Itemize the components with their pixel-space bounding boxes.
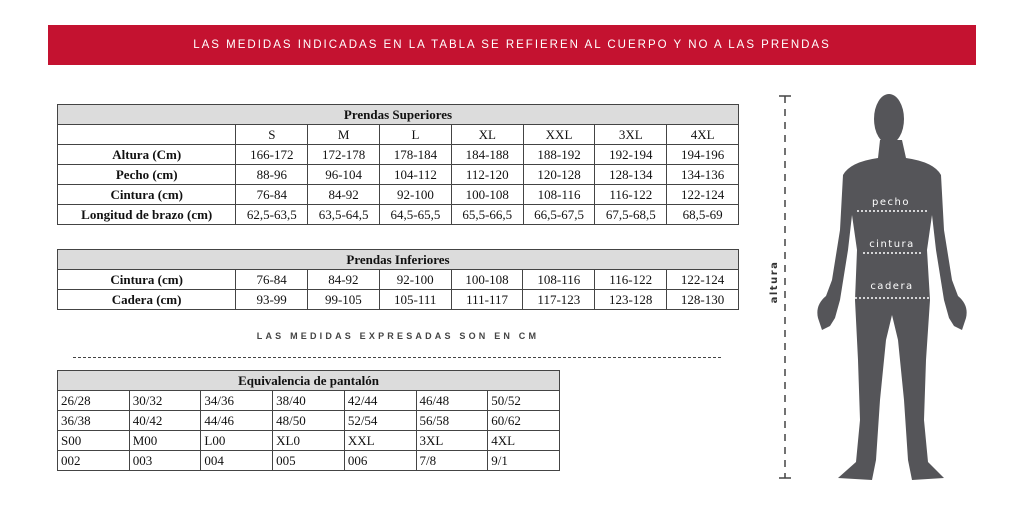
table-cell: 100-108 — [450, 184, 524, 205]
table-row: Longitud de brazo (cm) 62,5-63,5 63,5-64,5… — [56, 204, 739, 225]
table-title: Prendas Inferiores — [57, 249, 739, 270]
table-cell: 003 — [128, 450, 202, 471]
table-cell: 62,5-63,5 — [235, 204, 309, 225]
row-label: Longitud de brazo (cm) — [56, 204, 237, 225]
size-header: 3XL — [594, 124, 668, 145]
table-cell: 122-124 — [666, 184, 739, 205]
table-title: Equivalencia de pantalón — [57, 370, 560, 391]
table-cell: 66,5-67,5 — [522, 204, 596, 225]
table-cell: 56/58 — [415, 410, 489, 431]
units-note: LAS MEDIDAS EXPRESADAS SON EN CM — [256, 331, 540, 341]
table-cell: 123-128 — [594, 289, 668, 310]
table-cell: XXL — [343, 430, 417, 451]
table-cell: 002 — [57, 450, 130, 471]
table-cell: 48/50 — [272, 410, 345, 431]
pants-equivalence-table: Equivalencia de pantalón 26/28 30/32 34/36 3… — [57, 370, 560, 471]
banner: LAS MEDIDAS INDICADAS EN LA TABLA SE REF… — [48, 25, 976, 65]
table-cell: 006 — [343, 450, 417, 471]
table-cell: 178-184 — [379, 144, 452, 165]
cadera-label: cadera — [870, 281, 913, 292]
measure-lines — [855, 210, 930, 299]
pecho-label: pecho — [872, 197, 910, 208]
table-cell: 184-188 — [450, 144, 524, 165]
table-cell: 99-105 — [307, 289, 380, 310]
table-cell: 004 — [200, 450, 274, 471]
table-cell: XL0 — [272, 430, 345, 451]
lower-garments-table: Prendas Inferiores Cintura (cm) 76-84 84-92… — [56, 249, 739, 310]
dashed-divider — [73, 357, 721, 358]
table-cell: 67,5-68,5 — [594, 204, 668, 225]
table-cell: 128-130 — [666, 289, 739, 310]
table-cell: 96-104 — [307, 164, 381, 185]
table-cell: 65,5-66,5 — [450, 204, 524, 225]
table-row: Cintura (cm) 76-84 84-92 92-100 100-108 108-1… — [56, 184, 739, 205]
table-cell: 005 — [272, 450, 345, 471]
table-cell: 192-194 — [594, 144, 668, 165]
cintura-label: cintura — [869, 239, 915, 250]
table-cell: 194-196 — [666, 144, 739, 165]
table-cell: 122-124 — [666, 269, 739, 290]
table-cell: 92-100 — [379, 184, 452, 205]
table-row: Cadera (cm) 93-99 99-105 105-111 111-117 117-… — [56, 289, 739, 310]
height-measure-line — [779, 95, 791, 479]
table-cell: 112-120 — [450, 164, 524, 185]
table-cell: 84-92 — [307, 184, 381, 205]
table-cell: 4XL — [487, 430, 560, 451]
table-cell: 30/32 — [128, 390, 202, 411]
silhouette — [817, 94, 967, 480]
table-cell: 108-116 — [522, 269, 596, 290]
title-row: Prendas Inferiores — [57, 249, 739, 270]
table-cell: 111-117 — [450, 289, 524, 310]
table-row: 002 003 004 005 006 7/8 9/1 — [57, 450, 560, 471]
table-cell: 68,5-69 — [666, 204, 739, 225]
altura-label: altura — [769, 261, 780, 304]
table-cell: 108-116 — [522, 184, 596, 205]
title-row: Equivalencia de pantalón — [57, 370, 560, 391]
row-label: Cadera (cm) — [56, 289, 237, 310]
upper-garments-table: Prendas Superiores S M L XL XXL 3XL 4XL Altura (… — [56, 104, 739, 225]
table-row: Altura (Cm) 166-172 172-178 178-184 184-188 1… — [56, 144, 739, 165]
table-cell: 172-178 — [307, 144, 381, 165]
row-label: Pecho (cm) — [56, 164, 237, 185]
table-cell: M00 — [128, 430, 202, 451]
table-cell: 7/8 — [415, 450, 489, 471]
table-cell: 117-123 — [522, 289, 596, 310]
table-cell: 50/52 — [487, 390, 560, 411]
title-row: Prendas Superiores — [57, 104, 739, 125]
table-title: Prendas Superiores — [57, 104, 739, 125]
table-cell: 105-111 — [378, 289, 452, 310]
table-cell: 88-96 — [235, 164, 309, 185]
table-cell: 9/1 — [487, 450, 560, 471]
table-cell: 76-84 — [235, 269, 308, 290]
table-cell: 188-192 — [522, 144, 596, 165]
table-cell: 60/62 — [487, 410, 560, 431]
